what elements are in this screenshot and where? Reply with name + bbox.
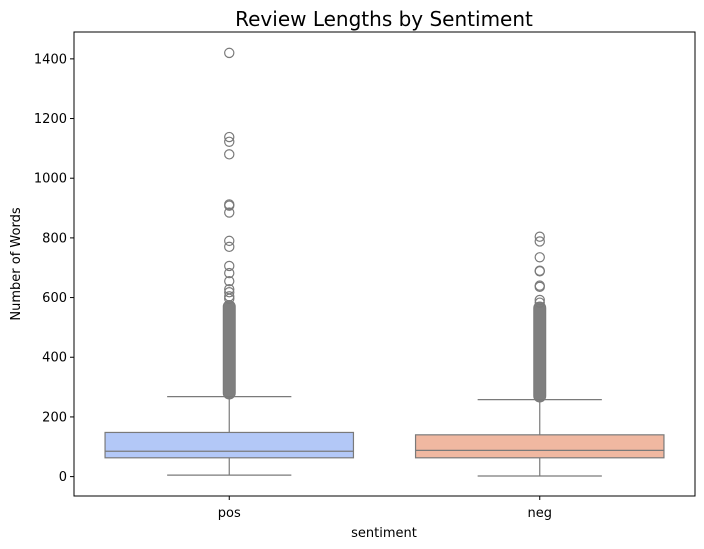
outlier-point — [224, 136, 235, 148]
outlier-point — [224, 235, 235, 247]
y-tick-label: 800 — [42, 231, 67, 246]
x-axis: pos neg — [218, 496, 552, 521]
outlier-point — [224, 207, 235, 218]
outlier-point — [534, 231, 545, 242]
chart-title: Review Lengths by Sentiment — [235, 7, 533, 31]
y-axis: 0 200 400 600 800 1000 1200 1400 — [34, 52, 74, 485]
y-axis-label: Number of Words — [9, 207, 24, 320]
outlier-point — [224, 149, 235, 160]
outlier-point — [224, 241, 235, 253]
y-tick-label: 1400 — [34, 52, 67, 67]
y-tick-label: 0 — [59, 470, 67, 485]
outlier-point — [534, 252, 545, 263]
outlier-point — [534, 266, 545, 277]
outlier-point — [534, 281, 545, 293]
outlier-point — [224, 267, 235, 279]
box-neg — [414, 231, 665, 477]
x-tick-label: pos — [218, 506, 241, 521]
y-tick-label: 200 — [42, 410, 67, 425]
x-axis-label: sentiment — [351, 526, 417, 541]
y-tick-label: 400 — [42, 351, 67, 366]
iqr-box — [104, 431, 355, 459]
outlier-point — [534, 297, 545, 308]
y-tick-label: 1200 — [34, 112, 67, 127]
outlier-cluster — [222, 300, 236, 400]
outlier-point — [224, 260, 235, 272]
iqr-box — [414, 434, 665, 459]
outlier-cluster — [533, 301, 547, 403]
outlier-point — [534, 236, 545, 247]
outlier-point — [224, 131, 235, 143]
outlier-point — [534, 294, 545, 306]
x-tick-label: neg — [528, 506, 553, 521]
y-tick-label: 600 — [42, 291, 67, 306]
plot-area — [104, 47, 665, 477]
outlier-point — [224, 293, 235, 304]
outlier-point — [224, 47, 235, 59]
outlier-point — [224, 286, 235, 298]
plot-frame — [73, 31, 696, 497]
outlier-point — [224, 275, 235, 287]
box-pos — [104, 47, 355, 476]
outlier-point — [224, 200, 235, 211]
y-tick-label: 1000 — [34, 172, 67, 187]
